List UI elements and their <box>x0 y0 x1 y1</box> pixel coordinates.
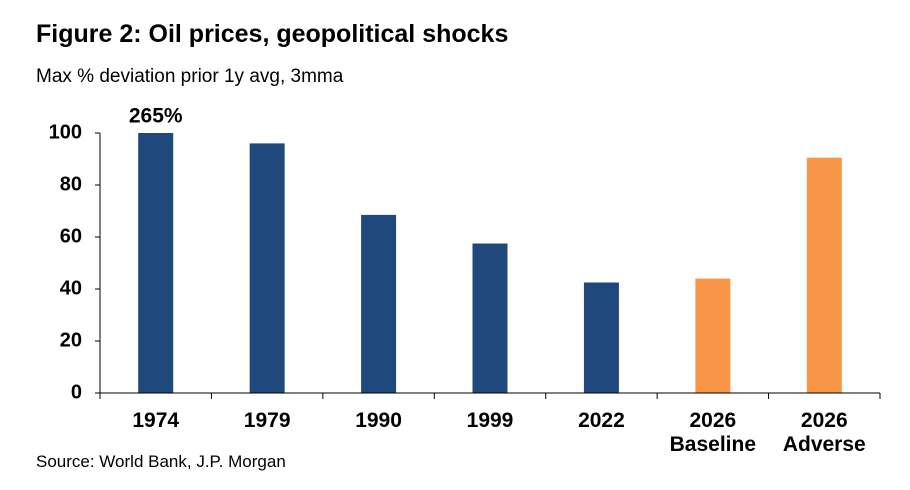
x-tick-label: 1974 <box>132 409 180 432</box>
bar <box>249 143 285 393</box>
x-tick-label: 2026 Adverse <box>782 409 866 456</box>
y-tick-label: 100 <box>49 121 82 143</box>
bar <box>695 278 731 393</box>
y-tick-label: 0 <box>71 381 82 403</box>
y-tick-label: 80 <box>60 173 82 195</box>
y-tick-label: 40 <box>60 277 82 299</box>
bar <box>138 133 174 393</box>
bar <box>361 214 397 393</box>
bar <box>472 243 508 393</box>
x-tick-label: 1999 <box>466 409 514 432</box>
chart-subtitle: Max % deviation prior 1y avg, 3mma <box>36 66 344 87</box>
x-tick-label: 2026 Baseline <box>669 409 757 456</box>
y-tick-label: 20 <box>60 329 82 351</box>
value-label: 265% <box>129 105 183 128</box>
x-tick-label: 2022 <box>578 409 625 432</box>
chart-source: Source: World Bank, J.P. Morgan <box>36 452 286 471</box>
plot-area <box>138 133 842 393</box>
y-tick-label: 60 <box>60 225 82 247</box>
x-tick-label: 1990 <box>355 409 402 432</box>
bar <box>583 282 619 393</box>
bar <box>806 157 842 393</box>
x-tick-label: 1979 <box>243 409 291 432</box>
chart-title: Figure 2: Oil prices, geopolitical shock… <box>36 20 509 48</box>
